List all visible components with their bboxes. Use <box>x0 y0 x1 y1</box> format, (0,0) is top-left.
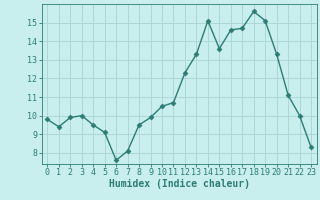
X-axis label: Humidex (Indice chaleur): Humidex (Indice chaleur) <box>109 179 250 189</box>
